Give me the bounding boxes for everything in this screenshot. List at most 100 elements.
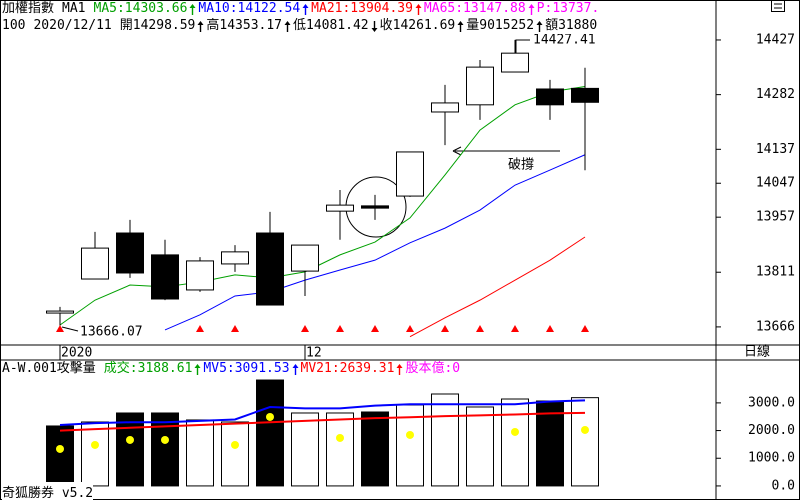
- header-text: 量9015252: [466, 18, 535, 33]
- arrow-icon: [528, 3, 535, 15]
- volume-bar: [466, 406, 494, 487]
- volume-bar: [326, 412, 354, 487]
- volume-bar: [361, 411, 389, 487]
- volume-dot: [511, 427, 519, 436]
- annotation: 14427.41: [533, 33, 596, 48]
- candle-body: [81, 247, 109, 280]
- leader-line: [515, 39, 530, 53]
- arrow-icon: [197, 20, 204, 32]
- y-tick-label: 13957: [756, 210, 795, 225]
- header-text: 股本億:0: [405, 361, 461, 376]
- header-text: MA1: [62, 1, 86, 16]
- ma-line: [59, 399, 586, 427]
- arrow-icon: [194, 363, 201, 375]
- signal-marker: [476, 325, 484, 332]
- header-text: 高14353.17: [206, 18, 283, 33]
- arrow-icon: [415, 3, 422, 15]
- header-text: MA10:14122.54: [198, 1, 301, 16]
- quote-header: 100 2020/12/11 開14298.59 高14353.17 低14081.42…: [2, 18, 714, 34]
- candle-body: [186, 260, 214, 291]
- volume-dot: [231, 440, 239, 449]
- break-arrow: [452, 146, 560, 156]
- y-tick-label: 14427: [756, 32, 795, 47]
- header-text: MV21:2639.31: [300, 361, 395, 376]
- app-name: 奇狐勝券 v5.2: [2, 482, 94, 501]
- header-text: 2020/12/11: [33, 18, 112, 33]
- y-tick-label: 3000.0: [748, 395, 795, 410]
- ma-line: [59, 411, 586, 432]
- signal-marker: [406, 325, 414, 332]
- volume-dot: [161, 435, 169, 444]
- header-text: 額31880: [545, 18, 598, 33]
- signal-marker: [511, 325, 519, 332]
- annotation: 13666.07: [80, 325, 143, 340]
- x-tick-label: 2020: [61, 346, 92, 361]
- arrow-icon: [457, 20, 464, 32]
- y-tick-label: 0.0: [772, 478, 795, 493]
- volume-dot: [126, 435, 134, 444]
- y-tick-label: 1000.0: [748, 451, 795, 466]
- header-text: 加權指數: [2, 1, 55, 16]
- volume-bar: [186, 419, 214, 487]
- volume-dot: [56, 444, 64, 453]
- header-text: 開14298.59: [119, 18, 196, 33]
- y-tick-label: 14047: [756, 176, 795, 191]
- candle-body: [221, 251, 249, 265]
- candle-body: [151, 254, 179, 300]
- volume-dot: [266, 412, 274, 421]
- period-label: 日線: [744, 344, 770, 360]
- candle-body: [326, 204, 354, 212]
- volume-bar: [291, 412, 319, 487]
- signal-marker: [581, 325, 589, 332]
- candle-body: [501, 52, 529, 73]
- signal-marker: [441, 325, 449, 332]
- volume-dot: [336, 433, 344, 442]
- candle-body: [431, 102, 459, 113]
- ma-line: [409, 236, 586, 338]
- candle-body: [291, 244, 319, 272]
- candle-body: [256, 232, 284, 306]
- volume-bar: [46, 425, 74, 487]
- y-tick-label: 2000.0: [748, 423, 795, 438]
- header-text: 成交:3188.61: [103, 361, 193, 376]
- header-text: MA21:13904.39: [311, 1, 413, 16]
- volume-bar: [431, 393, 459, 487]
- candle-body: [466, 66, 494, 106]
- volume-bar: [116, 412, 144, 487]
- window-icon: [771, 0, 785, 12]
- arrow-icon: [396, 363, 403, 375]
- y-tick-label: 14282: [756, 87, 795, 102]
- volume-bar: [151, 412, 179, 487]
- x-tick-label: 12: [306, 346, 322, 361]
- header-text: MA5:14303.66: [93, 1, 188, 16]
- arrow-icon: [536, 20, 543, 32]
- header-text: 低14081.42: [293, 18, 369, 33]
- annotation: 破撐: [508, 158, 534, 173]
- header-text: MV5:3091.53: [203, 361, 290, 376]
- header-text: P:13737.: [536, 1, 600, 16]
- ma-line: [164, 154, 586, 331]
- candle-body: [46, 310, 74, 314]
- header-text: 收14261.69: [379, 18, 456, 33]
- signal-marker: [301, 325, 309, 332]
- volume-dot: [406, 430, 414, 439]
- header-text: A-W.001攻擊量: [2, 361, 96, 376]
- volume-bar: [81, 421, 109, 487]
- candle-body: [361, 205, 389, 209]
- arrow-icon: [371, 20, 378, 32]
- leader-line: [61, 326, 79, 332]
- signal-marker: [336, 325, 344, 332]
- volume-dot: [581, 425, 589, 434]
- indicator-header: 加權指數 MA1 MA5:14303.66 MA10:14122.54 MA21:139…: [2, 1, 714, 17]
- signal-marker: [546, 325, 554, 332]
- volume-bar: [256, 379, 284, 487]
- price-plot: [59, 85, 586, 338]
- signal-marker: [231, 325, 239, 332]
- y-tick-label: 13811: [756, 265, 795, 280]
- volume-bar: [571, 397, 599, 487]
- candle-body: [536, 88, 564, 106]
- arrow-icon: [284, 20, 291, 32]
- ma-line: [59, 85, 586, 326]
- arrow-icon: [189, 3, 196, 15]
